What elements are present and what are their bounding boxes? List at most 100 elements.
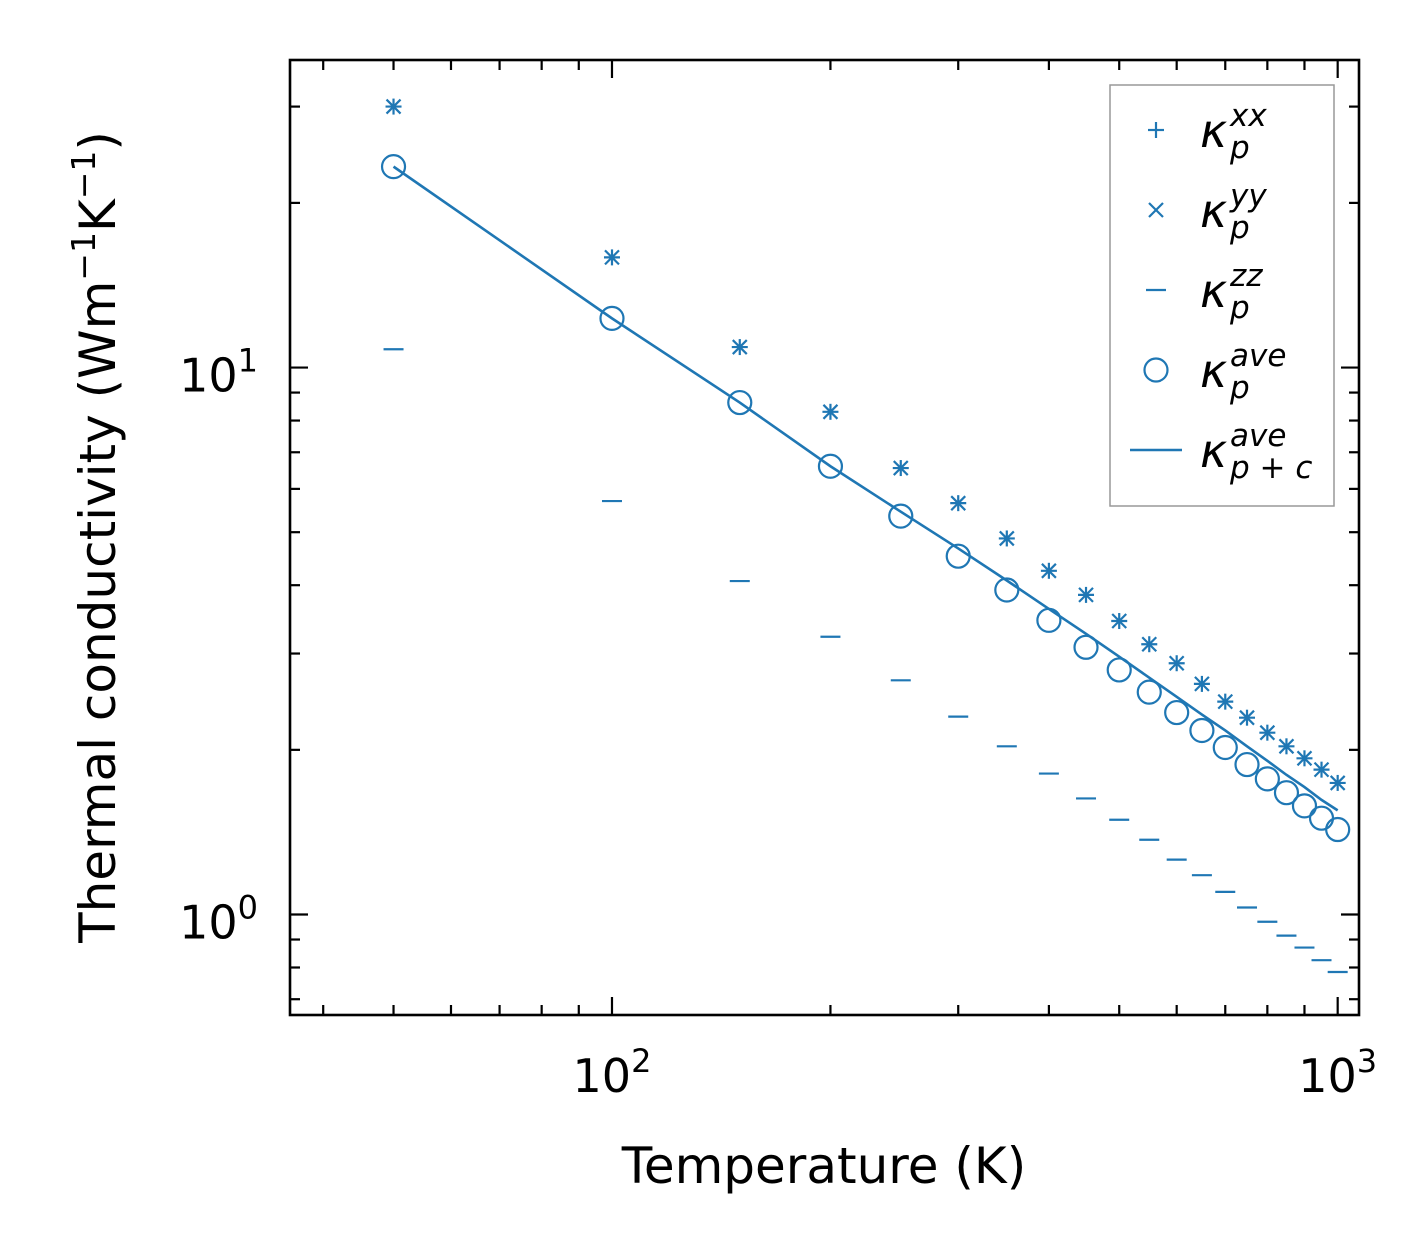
data-marks [380,98,1351,974]
line-kappa_p+c_ave [392,165,1339,812]
point-kappa_p_yy [950,495,967,511]
point-kappa_p_yy [1329,775,1346,791]
point-kappa_p_yy-d2 [731,339,748,355]
point-kappa_p_yy [1217,693,1234,710]
legend-marker-d2 [1148,202,1164,218]
point-kappa_p_yy-d2 [1141,636,1158,652]
point-kappa_p_yy-d2 [1278,738,1295,755]
point-kappa_p_ave [1106,657,1132,683]
point-kappa_p_yy-d2 [1296,750,1313,767]
point-kappa_p_ave [1234,751,1260,778]
x-tick-label: 102 [573,1042,652,1103]
point-kappa_p_yy [385,98,402,115]
point-kappa_p_yy [822,404,839,420]
point-kappa_p_yy [1111,613,1127,629]
legend-entry-kappa_p_xx: κ xxp [1148,98,1267,166]
point-kappa_p_yy-d2 [1217,693,1234,710]
y-tick-label: 100 [179,888,258,949]
point-kappa_p_yy-d2 [604,249,620,266]
y-label-end: ) [69,131,127,151]
x-tick-label: 103 [1298,1042,1377,1103]
point-kappa_p_yy-d2 [892,460,909,476]
legend-label-base: κ [1200,424,1227,478]
legend-label-sub: p [1229,370,1250,406]
point-kappa_p_yy-d2 [999,530,1015,547]
legend-label-sub: p [1229,130,1250,166]
point-kappa_p_yy-d2 [1313,761,1330,778]
point-kappa_p_ave [727,389,753,416]
legend-label-sup: ave [1230,338,1286,374]
legend-marker [1148,122,1164,138]
point-kappa_p_yy [604,249,620,266]
axes-frame [288,58,1361,1017]
legend-label-sub: p [1229,210,1250,246]
legend-marker [1143,357,1169,383]
y-label-mid: K [69,198,127,232]
point-kappa_p_yy [1194,676,1210,692]
y-tick-label: 101 [179,342,258,403]
point-kappa_p_yy-d2 [1168,655,1185,672]
major-ticks [290,60,1359,1015]
point-kappa_p_yy [1259,724,1276,741]
point-kappa_p_yy-d2 [1239,709,1255,726]
point-kappa_p_yy [1278,738,1295,755]
point-kappa_p_ave [817,453,844,479]
minor-ticks [290,60,1359,1015]
point-kappa_p_yy [1168,655,1185,672]
point-kappa_p_yy-d2 [1041,563,1057,579]
point-kappa_p_yy [1078,587,1094,603]
point-kappa_p_yy-d2 [1259,724,1276,741]
y-axis-label: Thermal conductivity (Wm−1K−1) [64,131,127,944]
point-kappa_p_ave [1036,607,1062,633]
legend-frame [1109,84,1335,507]
point-kappa_p_ave [1291,793,1318,819]
point-kappa_p_yy [999,530,1015,547]
series-kappa_p_yy [385,98,1346,791]
point-kappa_p_ave [1136,679,1162,705]
point-kappa_p_yy-d2 [822,404,839,420]
point-kappa_p_ave [1189,717,1215,744]
point-kappa_p_yy-d2 [1111,613,1127,629]
legend-entry-kappa_p_yy: κ yyp [1148,178,1267,246]
point-kappa_p_ave [1164,699,1190,726]
point-kappa_p_ave [599,305,625,331]
y-label-sup2: −1 [64,151,103,200]
point-kappa_p_yy [731,339,748,355]
svg-text:Thermal conductivity (Wm−1K−1): Thermal conductivity (Wm−1K−1) [64,131,127,944]
point-kappa_p_ave [994,577,1020,603]
point-kappa_p_ave [1073,634,1099,660]
legend-marker [1148,202,1164,218]
point-kappa_p_yy-d2 [1194,676,1210,692]
legend-label-base: κ [1200,344,1227,398]
legend-entry-kappa_p_zz: κ zzp [1146,258,1263,326]
legend-label-sub: p + c [1229,450,1312,486]
legend-label-sup: xx [1229,98,1267,134]
point-kappa_p_ave [1212,734,1238,761]
x-axis-label: Temperature (K) [621,1137,1026,1195]
legend-label-base: κ [1200,184,1227,238]
legend-label-sub: p [1229,290,1250,326]
point-kappa_p_ave [1273,780,1300,806]
legend-label-sup: zz [1229,258,1263,294]
point-kappa_p_yy [1141,636,1158,652]
y-label-base: Thermal conductivity (Wm [69,281,127,944]
legend-label-sup: yy [1229,178,1267,214]
point-kappa_p_yy [1313,761,1330,778]
point-kappa_p_yy [1296,750,1313,767]
plot-area [288,58,1361,1017]
series-kappa_p_ave [380,154,1351,843]
point-kappa_p_ave [1325,816,1351,843]
point-kappa_p_ave [1308,805,1335,831]
legend-label-sup: ave [1230,418,1286,454]
point-kappa_p_ave [380,154,407,180]
series-kappa_p_zz [383,348,1348,974]
point-kappa_p_yy-d2 [1329,775,1346,791]
point-kappa_p_yy [892,460,909,476]
point-kappa_p_ave [888,503,914,529]
point-kappa_p_ave [1254,766,1280,792]
